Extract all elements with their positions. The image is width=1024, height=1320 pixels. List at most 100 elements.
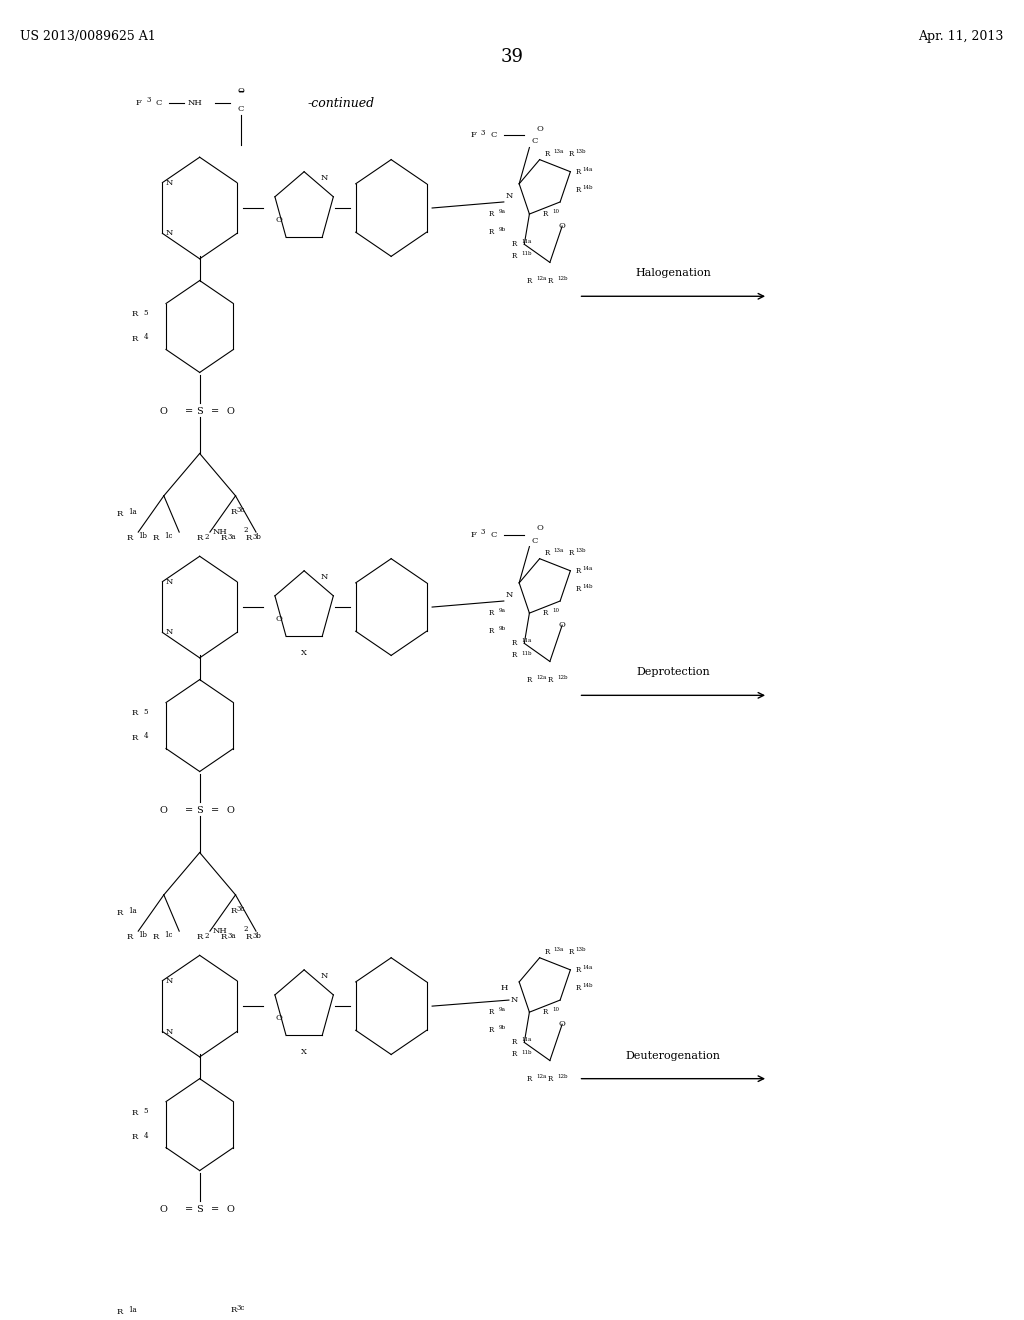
Text: NH: NH	[213, 528, 227, 536]
Text: 10: 10	[552, 209, 559, 214]
Text: O: O	[275, 615, 282, 623]
Text: R: R	[545, 149, 550, 157]
Text: 1b: 1b	[138, 931, 147, 939]
Text: O: O	[160, 805, 168, 814]
Text: R: R	[511, 240, 517, 248]
Text: =: =	[185, 407, 194, 416]
Text: R: R	[153, 933, 159, 941]
Text: 10: 10	[552, 1007, 559, 1012]
Text: 9a: 9a	[499, 609, 506, 614]
Text: N: N	[321, 174, 329, 182]
Text: R: R	[488, 609, 494, 618]
Text: 2: 2	[244, 925, 248, 933]
Text: NH: NH	[187, 99, 202, 107]
Text: =: =	[211, 1205, 219, 1214]
Text: C: C	[490, 531, 497, 539]
Text: 12b: 12b	[557, 675, 567, 680]
Text: R: R	[230, 907, 237, 915]
Text: N: N	[321, 573, 329, 581]
Text: R: R	[132, 1133, 138, 1140]
Text: S: S	[197, 805, 203, 814]
Text: 14a: 14a	[583, 166, 593, 172]
Text: 1a: 1a	[128, 507, 137, 516]
Text: 39: 39	[501, 49, 523, 66]
Text: 4: 4	[143, 334, 147, 342]
Text: R: R	[545, 549, 550, 557]
Text: R: R	[575, 983, 581, 993]
Text: O: O	[537, 524, 543, 532]
Text: O: O	[226, 805, 234, 814]
Text: O: O	[537, 125, 543, 133]
Text: 1a: 1a	[128, 907, 137, 915]
Text: R: R	[511, 639, 517, 647]
Text: N: N	[166, 578, 173, 586]
Text: R: R	[511, 1051, 517, 1059]
Text: US 2013/0089625 A1: US 2013/0089625 A1	[20, 30, 157, 44]
Text: 9b: 9b	[499, 227, 506, 232]
Text: 1c: 1c	[164, 931, 172, 939]
Text: O: O	[275, 216, 282, 224]
Text: O: O	[275, 1014, 282, 1022]
Text: R: R	[132, 310, 138, 318]
Text: 14a: 14a	[583, 965, 593, 970]
Text: 14b: 14b	[583, 983, 593, 989]
Text: 3a: 3a	[227, 533, 236, 541]
Text: O: O	[559, 1020, 565, 1028]
Text: 2: 2	[244, 525, 248, 533]
Text: C: C	[238, 104, 244, 112]
Text: R: R	[117, 1308, 123, 1316]
Text: R: R	[568, 549, 573, 557]
Text: 3c: 3c	[237, 1304, 245, 1312]
Text: R: R	[132, 1109, 138, 1117]
Text: C: C	[531, 137, 538, 145]
Text: 3: 3	[480, 129, 484, 137]
Text: 12a: 12a	[537, 675, 547, 680]
Text: O: O	[238, 87, 244, 95]
Text: R: R	[568, 149, 573, 157]
Text: 3: 3	[146, 96, 151, 104]
Text: 12b: 12b	[557, 1073, 567, 1078]
Text: 13a: 13a	[553, 149, 563, 153]
Text: 11a: 11a	[521, 1038, 531, 1043]
Text: 13b: 13b	[575, 946, 586, 952]
Text: R: R	[220, 535, 226, 543]
Text: 14a: 14a	[583, 566, 593, 570]
Text: R: R	[230, 507, 237, 516]
Text: 13b: 13b	[575, 548, 586, 553]
Text: O: O	[559, 222, 565, 230]
Text: 11b: 11b	[521, 251, 531, 256]
Text: N: N	[166, 977, 173, 985]
Text: =: =	[211, 407, 219, 416]
Text: 3b: 3b	[253, 533, 262, 541]
Text: 13a: 13a	[553, 548, 563, 553]
Text: O: O	[160, 407, 168, 416]
Text: 4: 4	[143, 1131, 147, 1139]
Text: S: S	[197, 1205, 203, 1214]
Text: R: R	[197, 933, 203, 941]
Text: 1b: 1b	[138, 532, 147, 540]
Text: 4: 4	[143, 733, 147, 741]
Text: H: H	[500, 983, 508, 993]
Text: 5: 5	[143, 1107, 147, 1115]
Text: R: R	[197, 535, 203, 543]
Text: 9a: 9a	[499, 209, 506, 214]
Text: R: R	[230, 1305, 237, 1313]
Text: 13b: 13b	[575, 149, 586, 153]
Text: 3c: 3c	[237, 906, 245, 913]
Text: 11a: 11a	[521, 239, 531, 244]
Text: R: R	[127, 933, 133, 941]
Text: F: F	[470, 531, 476, 539]
Text: Apr. 11, 2013: Apr. 11, 2013	[919, 30, 1004, 44]
Text: X: X	[301, 649, 307, 657]
Text: R: R	[153, 535, 159, 543]
Text: C: C	[490, 132, 497, 140]
Text: 11b: 11b	[521, 651, 531, 656]
Text: N: N	[166, 628, 173, 636]
Text: 9a: 9a	[499, 1007, 506, 1012]
Text: R: R	[117, 510, 123, 517]
Text: 3b: 3b	[253, 932, 262, 940]
Text: N: N	[166, 1027, 173, 1035]
Text: 11b: 11b	[521, 1049, 531, 1055]
Text: R: R	[547, 277, 553, 285]
Text: R: R	[547, 676, 553, 684]
